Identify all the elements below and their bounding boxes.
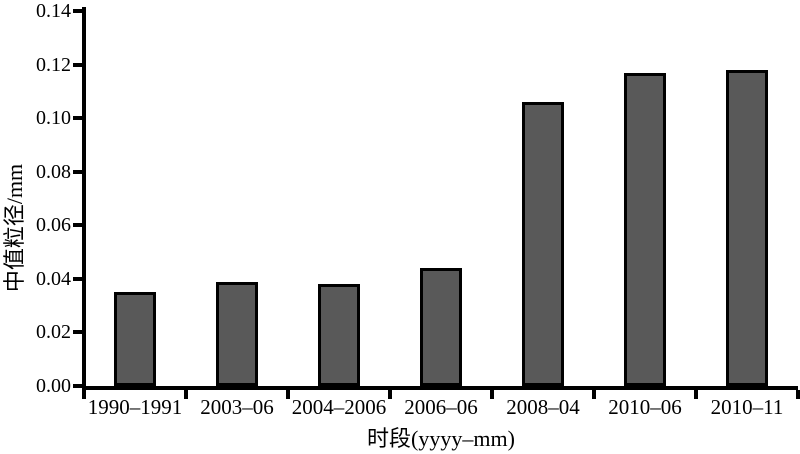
bar-1990–1991: [114, 292, 156, 386]
x-tick-mark: [592, 390, 596, 399]
x-category-label: 2006–06: [404, 395, 478, 419]
y-tick-mark: [73, 276, 82, 281]
x-tick-mark: [490, 390, 494, 399]
y-tick-label: 0.14: [36, 0, 71, 22]
x-category-label: 2010–11: [710, 395, 784, 419]
x-tick-mark: [82, 390, 86, 399]
y-tick-mark: [73, 116, 82, 121]
y-tick-mark: [73, 330, 82, 335]
y-tick-label: 0.02: [36, 321, 71, 344]
plot-axes: [82, 7, 798, 390]
y-tick-mark: [73, 223, 82, 228]
y-tick-label: 0.10: [36, 107, 71, 130]
y-tick-mark: [73, 169, 82, 174]
bar-2004–2006: [318, 284, 360, 386]
x-category-label: 2004–2006: [291, 395, 387, 419]
y-tick-label: 0.06: [36, 214, 71, 237]
y-tick-mark: [73, 9, 82, 13]
bar-2008–04: [522, 102, 564, 386]
x-category-label: 2010–06: [608, 395, 682, 419]
x-category-label: 2008–04: [506, 395, 580, 419]
y-tick-mark: [73, 384, 82, 388]
bar-2003–06: [216, 282, 258, 386]
x-tick-mark: [796, 390, 800, 399]
x-tick-mark: [286, 390, 290, 399]
bar-2006–06: [420, 268, 462, 386]
x-category-label: 1990–1991: [87, 395, 183, 419]
y-tick-label: 0.08: [36, 160, 71, 183]
y-tick-label: 0.04: [36, 267, 71, 290]
bar-2010–11: [726, 70, 768, 386]
x-tick-mark: [694, 390, 698, 399]
y-tick-label: 0.12: [36, 53, 71, 76]
x-tick-mark: [184, 390, 188, 399]
y-tick-label: 0.00: [36, 375, 71, 397]
bar-2010–06: [624, 73, 666, 386]
y-tick-mark: [73, 62, 82, 67]
x-axis-title: 时段(yyyy–mm): [367, 426, 515, 451]
x-category-label: 2003–06: [200, 395, 274, 419]
x-tick-mark: [388, 390, 392, 399]
